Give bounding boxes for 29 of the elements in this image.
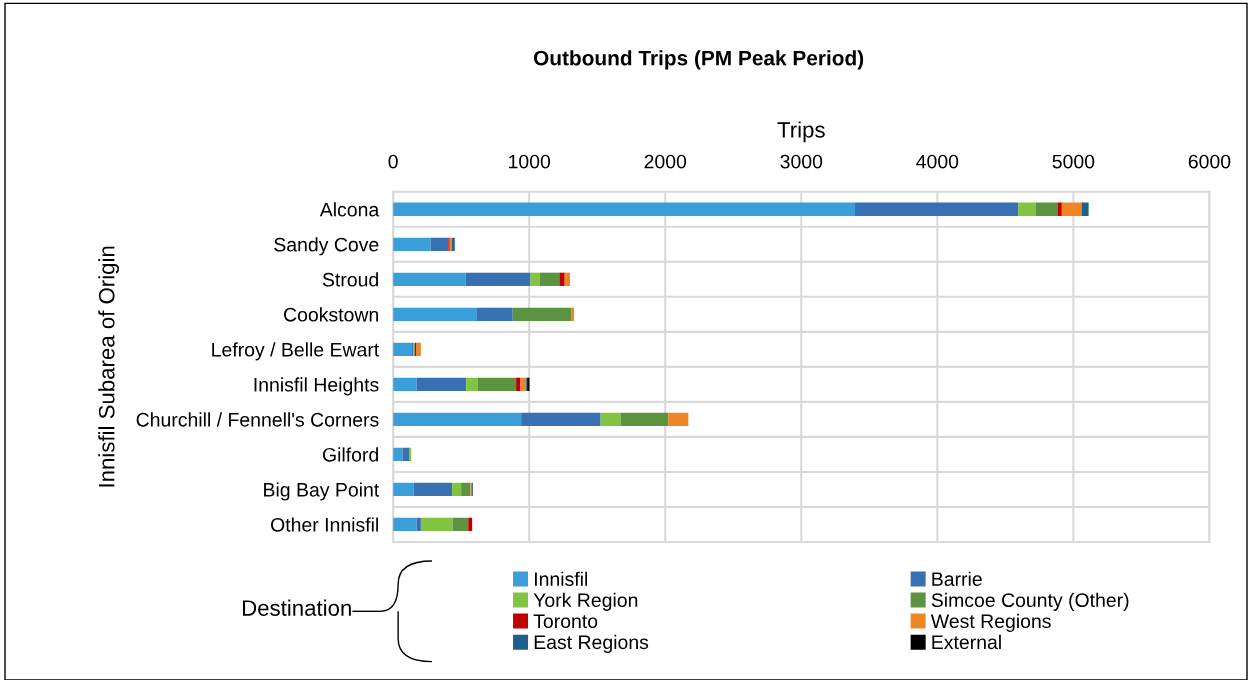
- x-tick-label: 6000: [1188, 154, 1231, 169]
- legend-label: Toronto: [533, 614, 598, 629]
- x-tick-label: 4000: [916, 154, 959, 169]
- y-tick-label: Churchill / Fennell's Corners: [136, 412, 379, 427]
- x-tick-label: 0: [388, 154, 398, 169]
- y-axis-title: Innisfil Subarea of Origin: [98, 246, 119, 487]
- legend-label: External: [932, 634, 1001, 650]
- legend-label: East Regions: [534, 634, 649, 653]
- y-tick-label: Other Innisfil: [271, 517, 378, 532]
- y-tick-label: Gilford: [322, 447, 378, 462]
- legend-label: Barrie: [932, 571, 982, 586]
- y-tick-label: Stroud: [322, 272, 378, 287]
- y-tick-label: Innisfil Heights: [254, 377, 379, 396]
- legend-label: York Region: [533, 592, 638, 611]
- y-tick-label: Cookstown: [284, 307, 378, 322]
- x-tick-label: 2000: [644, 154, 687, 169]
- x-tick-label: 3000: [780, 154, 823, 169]
- legend-label: Simcoe County (Other): [931, 592, 1129, 611]
- legend-title: Destination: [242, 599, 351, 616]
- y-tick-label: Lefroy / Belle Ewart: [212, 342, 380, 361]
- x-tick-label: 1000: [509, 154, 551, 169]
- legend-label: Innisfil: [535, 571, 588, 586]
- x-axis-title: Trips: [777, 121, 825, 143]
- chart-title: Outbound Trips (PM Peak Period): [533, 50, 864, 70]
- legend-label: West Regions: [930, 613, 1051, 632]
- y-tick-label: Alcona: [319, 202, 380, 217]
- x-tick-label: 5000: [1052, 154, 1095, 169]
- y-tick-label: Sandy Cove: [274, 237, 379, 256]
- y-tick-label: Big Bay Point: [264, 482, 380, 501]
